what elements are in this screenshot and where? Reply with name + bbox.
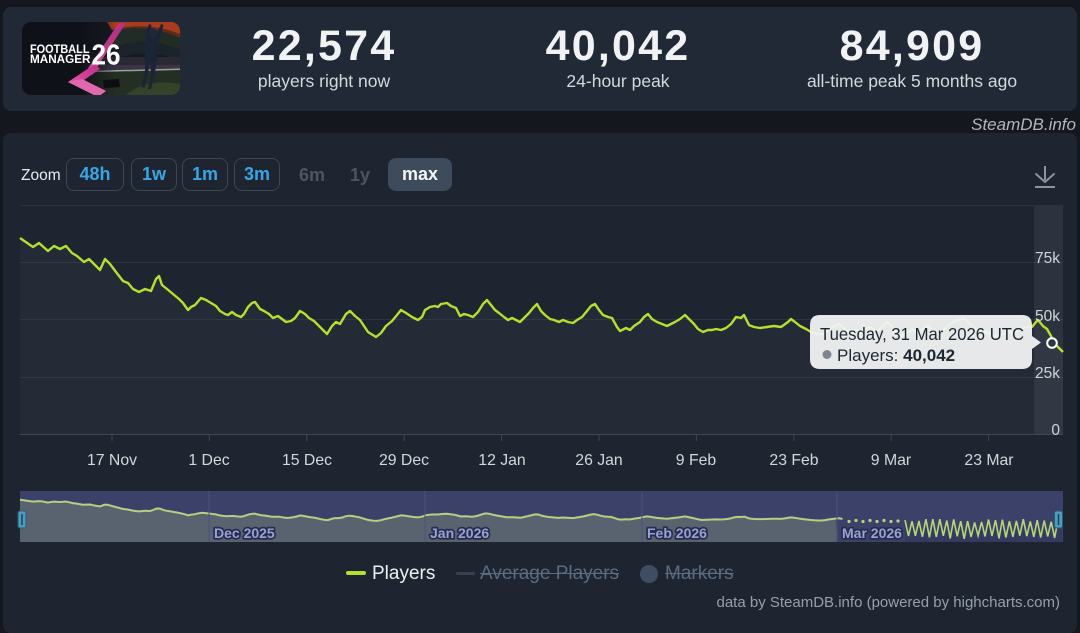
svg-text:9 Feb: 9 Feb	[676, 452, 717, 469]
svg-text:MANAGER: MANAGER	[30, 53, 91, 66]
svg-text:17 Nov: 17 Nov	[87, 452, 137, 469]
svg-text:26 Jan: 26 Jan	[575, 452, 622, 469]
svg-text:25k: 25k	[1035, 365, 1060, 382]
svg-text:9 Mar: 9 Mar	[871, 452, 911, 469]
svg-text:FOOTBALL: FOOTBALL	[30, 43, 90, 56]
svg-text:1 Dec: 1 Dec	[188, 452, 229, 469]
svg-text:Mar 2026: Mar 2026	[842, 525, 902, 541]
svg-text:12 Jan: 12 Jan	[478, 452, 525, 469]
svg-text:Jan 2026: Jan 2026	[430, 525, 489, 541]
svg-text:50k: 50k	[1035, 308, 1060, 325]
svg-text:75k: 75k	[1035, 250, 1060, 267]
svg-text:15 Dec: 15 Dec	[282, 452, 332, 469]
svg-text:0: 0	[1051, 422, 1060, 439]
svg-text:29 Dec: 29 Dec	[379, 452, 429, 469]
svg-text:Players: 40,042: Players: 40,042	[837, 346, 955, 365]
svg-text:Tuesday, 31 Mar 2026 UTC: Tuesday, 31 Mar 2026 UTC	[820, 324, 1024, 344]
svg-text:23 Feb: 23 Feb	[769, 452, 818, 469]
svg-text:23 Mar: 23 Mar	[964, 452, 1013, 469]
svg-text:26: 26	[92, 39, 121, 71]
svg-text:Feb 2026: Feb 2026	[647, 525, 707, 541]
svg-text:Dec 2025: Dec 2025	[214, 525, 275, 541]
